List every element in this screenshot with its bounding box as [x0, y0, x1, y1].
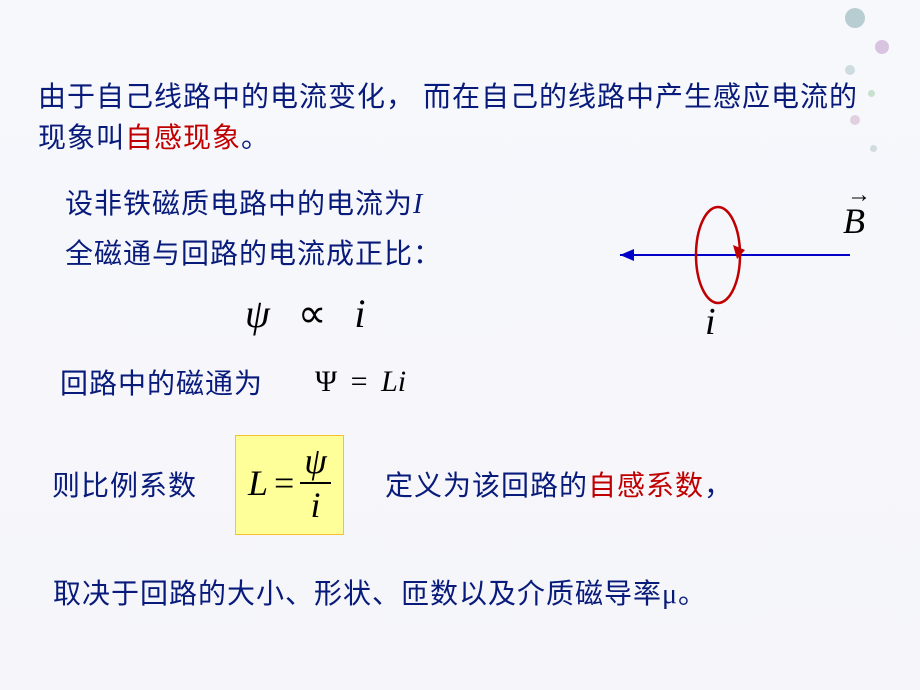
- flux-proportional-content: 全磁通与回路的电流成正比：: [65, 239, 442, 270]
- flux-equation-text: 回路中的磁通为: [60, 365, 263, 406]
- flux-equation-content: 回路中的磁通为: [60, 369, 263, 400]
- symbol-eq-2: =: [274, 462, 294, 504]
- fraction-numerator: ψ: [300, 440, 330, 484]
- fraction-denominator: i: [300, 484, 330, 526]
- vector-arrow: →: [847, 182, 871, 209]
- symbol-i-2: i: [398, 365, 406, 398]
- decoration-dot: [845, 8, 865, 28]
- symbol-i: i: [354, 291, 365, 336]
- definition-text: 由于自己线路中的电流变化， 而在自己的线路中产生感应电流的现象叫自感现象。: [38, 78, 858, 159]
- definition-highlight: 自感现象: [125, 123, 241, 154]
- symbol-proportional: ∝: [298, 291, 327, 336]
- symbol-psi: ψ: [245, 291, 270, 336]
- coefficient-def-text: 定义为该回路的自感系数，: [385, 467, 733, 508]
- decoration-dot: [868, 90, 875, 97]
- symbol-L-2: L: [248, 462, 268, 504]
- dependency-content: 取决于回路的大小、形状、匝数以及介质磁导率μ。: [53, 579, 707, 610]
- label-i-text: i: [705, 301, 716, 343]
- formula-L-definition-box: L = ψ i: [235, 435, 344, 535]
- symbol-eq: =: [351, 365, 368, 398]
- decoration-dot: [870, 145, 877, 152]
- formula-L-definition: L = ψ i: [248, 440, 331, 526]
- symbol-L: L: [381, 365, 398, 398]
- flux-proportional-text: 全磁通与回路的电流成正比：: [65, 235, 442, 276]
- coefficient-highlight: 自感系数: [588, 471, 704, 502]
- fraction: ψ i: [300, 440, 330, 526]
- variable-I: I: [413, 189, 423, 220]
- decoration-dot: [845, 65, 855, 75]
- assumption-text: 设非铁磁质电路中的电流为I: [65, 185, 423, 226]
- assumption-content: 设非铁磁质电路中的电流为: [65, 189, 413, 220]
- dependency-text: 取决于回路的大小、形状、匝数以及介质磁导率μ。: [53, 575, 707, 616]
- field-arrow-head: [620, 249, 634, 261]
- definition-post: 。: [241, 123, 270, 154]
- diagram-svg: [610, 175, 870, 345]
- coefficient-post: ，: [704, 471, 733, 502]
- label-i: i: [705, 300, 716, 344]
- formula-Psi-eq-Li: Ψ = Li: [315, 365, 406, 399]
- label-B: → B: [843, 200, 865, 242]
- decoration-dot: [875, 40, 889, 54]
- formula-psi-prop-i: ψ ∝ i: [245, 290, 366, 337]
- coefficient-pre: 则比例系数: [52, 471, 197, 502]
- coefficient-mid: 定义为该回路的: [385, 471, 588, 502]
- coefficient-text: 则比例系数: [52, 467, 197, 508]
- symbol-Psi: Ψ: [315, 365, 337, 398]
- magnetic-field-diagram: → B i: [610, 175, 870, 345]
